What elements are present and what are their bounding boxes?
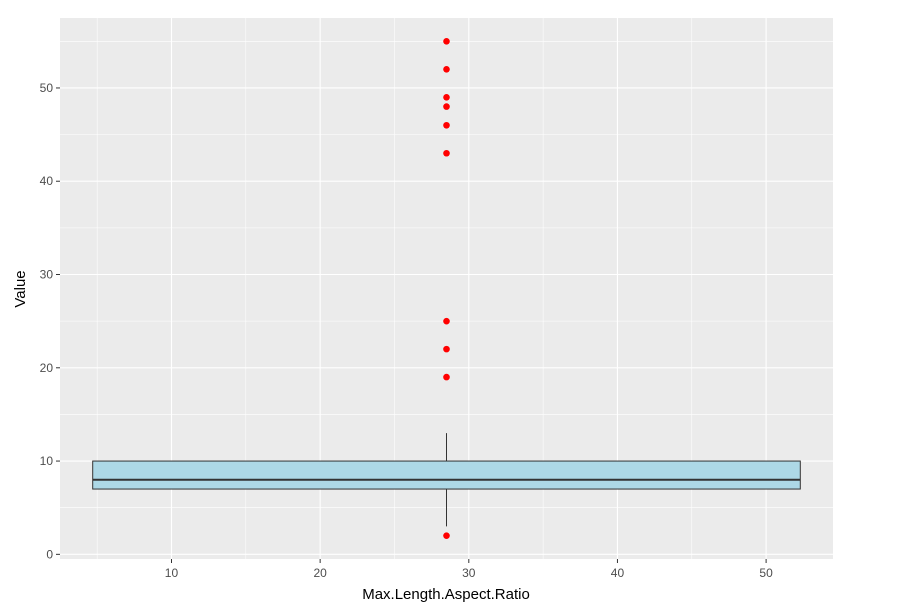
outlier-point	[443, 317, 450, 325]
x-tick-label: 10	[165, 566, 179, 580]
x-tick-label: 20	[313, 566, 327, 580]
y-tick-label: 30	[40, 268, 54, 282]
outlier-point	[443, 532, 450, 539]
outlier-point	[443, 121, 450, 129]
y-tick-label: 40	[40, 174, 54, 188]
outlier-point	[443, 93, 450, 101]
y-axis-ticks: 0 10 20 30 40 50	[40, 81, 60, 561]
x-axis-ticks: 10 20 30 40 50	[165, 559, 773, 580]
y-tick-label: 20	[40, 361, 54, 375]
box-iqr	[92, 460, 801, 490]
y-axis-title: Value	[12, 270, 29, 307]
boxplot	[92, 433, 801, 527]
x-axis-title: Max.Length.Aspect.Ratio	[362, 586, 530, 603]
outlier-point	[443, 66, 450, 73]
outlier-point	[443, 345, 450, 353]
outlier-point	[443, 373, 450, 381]
y-tick-label: 0	[46, 547, 53, 561]
x-tick-label: 30	[462, 566, 476, 580]
outlier-points	[443, 38, 450, 539]
outlier-point	[443, 149, 450, 157]
x-tick-label: 50	[759, 566, 773, 580]
outlier-point	[443, 38, 450, 45]
y-tick-label: 50	[40, 81, 54, 95]
x-tick-label: 40	[611, 566, 625, 580]
y-tick-label: 10	[40, 454, 54, 468]
outlier-point	[443, 103, 450, 110]
